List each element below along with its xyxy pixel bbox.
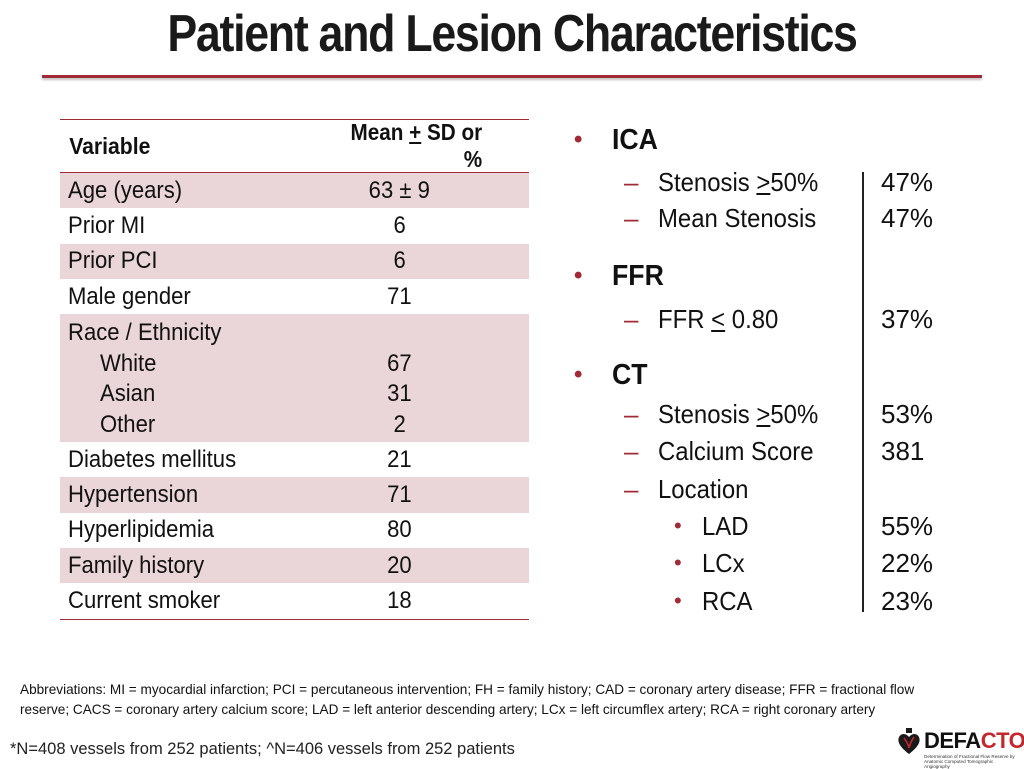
dash-icon: – [624,398,639,429]
dash-icon: – [624,303,639,334]
bullet-icon: • [574,126,583,153]
bullet-icon: • [574,262,583,289]
row-value: 71 [387,481,412,509]
item-value: 55% [881,510,934,541]
row-value: 6 [393,247,406,275]
bullet-icon: • [674,588,682,613]
header-value-plus: + [409,119,422,145]
dash-icon: – [624,166,639,197]
logo-wordmark: DEFACTO [924,728,1024,753]
item-label: Stenosis >50% [658,398,819,429]
item-label: Calcium Score [658,435,814,466]
table-row: Prior PCI 6 [60,243,529,279]
bullet-icon: • [674,513,682,538]
dash-icon: – [624,473,639,504]
table-row-race: Race / Ethnicity White Asian Other 67 31… [60,314,529,443]
list-item: – FFR < 0.80 [622,301,789,337]
item-value: 53% [881,398,934,429]
item-value: 47% [881,202,934,233]
list-item: • RCA [674,583,757,619]
table-row: Current smoker 18 [60,583,529,618]
race-item-label: Asian [100,380,156,408]
table-header: Variable Mean + SD or % [60,119,529,173]
list-item: • LCx [674,545,748,581]
item-value: 23% [881,585,934,616]
table-row: Age (years) 63 ± 9 [60,173,529,209]
table-row: Male gender 71 [60,279,529,314]
table-row: Family history 20 [60,548,529,584]
list-item: – Location [622,471,756,507]
row-value: 21 [387,445,412,473]
row-label: Prior PCI [68,247,158,275]
item-label: FFR < 0.80 [658,303,779,334]
row-value: 18 [387,587,412,615]
row-label: Prior MI [68,211,146,239]
table-row: Hyperlipidemia 80 [60,513,529,548]
row-value: 63 ± 9 [368,176,431,204]
list-item: – Stenosis >50% [622,396,832,432]
row-value: 20 [387,551,412,579]
dash-icon: – [624,202,639,233]
header-value: Mean + SD or % [330,119,529,173]
table-row: Prior MI 6 [60,208,529,243]
row-value: 6 [393,211,406,239]
row-label: Male gender [68,282,191,310]
row-label: Diabetes mellitus [68,445,237,473]
race-item-label: Other [100,410,156,438]
list-item: – Mean Stenosis [622,200,830,236]
list-item: – Calcium Score [622,433,827,469]
row-label: Current smoker [68,587,221,615]
heart-vessel-icon [898,728,920,754]
row-label: Hypertension [68,481,199,509]
header-value-suffix: SD or % [421,119,483,172]
item-value: 22% [881,547,934,578]
title-divider [42,75,982,78]
list-item: – Stenosis >50% [622,164,832,200]
race-item-label: White [100,349,157,377]
section-heading: FFR [612,259,664,292]
footnote: *N=408 vessels from 252 patients; ^N=406… [10,740,515,758]
row-value: 80 [387,516,412,544]
row-label: Hyperlipidemia [68,516,215,544]
item-value: 381 [881,435,925,466]
logo-tagline: Determination of Fractional Flow Reserve… [924,754,1015,769]
row-value: 71 [387,282,412,310]
value-divider-line [862,172,864,612]
item-value: 47% [881,166,934,197]
race-item-value: 31 [387,380,412,408]
header-variable: Variable [69,132,151,159]
item-value: 37% [881,303,934,334]
defacto-logo: DEFACTO Determination of Fractional Flow… [896,726,1024,769]
item-label: LCx [702,547,745,578]
item-label: Location [658,473,749,504]
table-row: Diabetes mellitus 21 [60,442,529,477]
section-heading: ICA [612,123,658,156]
race-item-value: 67 [387,349,412,377]
item-label: RCA [702,585,753,616]
race-label: Race / Ethnicity [68,319,222,347]
row-label: Age (years) [68,176,183,204]
header-value-prefix: Mean [350,119,410,145]
bullet-icon: • [674,550,682,575]
slide-title: Patient and Lesion Characteristics [167,5,858,63]
item-label: Stenosis >50% [658,166,819,197]
bullet-icon: • [574,361,583,388]
list-item: • LAD [674,508,753,544]
item-label: Mean Stenosis [658,202,817,233]
race-item-value: 2 [393,410,406,438]
section-ffr: • FFR [560,256,668,296]
abbreviations-note: Abbreviations: MI = myocardial infarctio… [20,682,915,717]
section-ct: • CT [560,355,651,395]
table-row: Hypertension 71 [60,477,529,513]
item-label: LAD [702,510,749,541]
characteristics-table: Variable Mean + SD or % Age (years) 63 ±… [60,119,529,620]
dash-icon: – [624,435,639,466]
section-ica: • ICA [560,120,662,160]
section-heading: CT [612,358,648,391]
row-label: Family history [68,551,205,579]
